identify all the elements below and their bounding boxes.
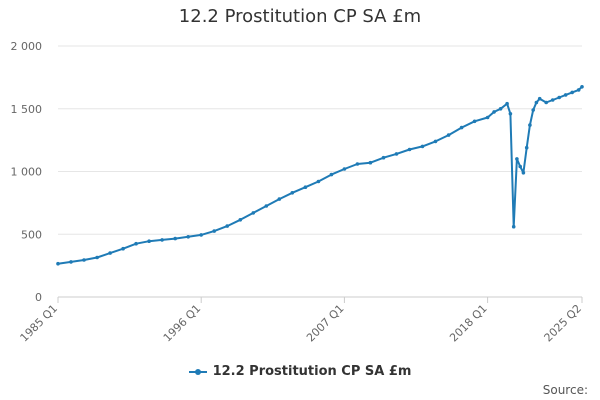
data-point[interactable] [329,172,334,177]
y-gridlines [58,45,582,235]
data-point[interactable] [82,258,86,262]
data-point[interactable] [368,160,373,165]
x-tick-label: 2018 Q1 [447,302,490,345]
y-axis-tick-labels: 0 500 1 000 1 500 2 000 [11,40,43,304]
data-point[interactable] [570,90,574,95]
data-point[interactable] [95,255,99,260]
data-point[interactable] [251,211,256,215]
data-point[interactable] [238,218,243,222]
data-point[interactable] [528,123,532,127]
x-axis-ticks: 1985 Q1 1996 Q1 2007 Q1 2018 Q1 2025 Q2 [18,297,585,345]
y-tick-label: 2 000 [11,40,43,53]
data-point[interactable] [173,236,177,241]
data-point[interactable] [508,112,513,116]
data-point[interactable] [290,191,295,195]
data-point[interactable] [511,224,516,229]
data-point[interactable] [537,96,542,101]
data-point[interactable] [381,155,386,160]
data-point[interactable] [147,239,151,243]
data-point[interactable] [576,88,581,92]
data-point[interactable] [531,108,535,112]
data-point[interactable] [544,100,548,105]
y-tick-label: 1 000 [11,166,43,179]
data-point[interactable] [557,95,561,100]
data-point[interactable] [550,98,555,102]
x-tick-label: 1996 Q1 [161,302,204,345]
data-point[interactable] [492,110,496,114]
data-point[interactable] [355,162,360,166]
data-point[interactable] [69,260,73,264]
data-point[interactable] [56,261,60,266]
chart-title: 12.2 Prostitution CP SA £m [178,6,422,27]
x-tick-label: 2025 Q2 [542,302,585,345]
data-point[interactable] [563,93,568,97]
data-point[interactable] [394,152,399,156]
legend-label: 12.2 Prostitution CP SA £m [212,364,412,379]
data-point[interactable] [515,157,519,161]
data-point[interactable] [485,115,490,120]
data-point[interactable] [420,144,425,149]
x-tick-label: 2007 Q1 [304,302,347,345]
legend-line-marker-icon [188,367,207,377]
data-point[interactable] [505,101,509,106]
data-point[interactable] [580,85,584,89]
y-tick-label: 500 [21,228,42,241]
legend-item-series[interactable]: 12.2 Prostitution CP SA £m [188,364,412,379]
data-point[interactable] [186,235,190,239]
data-point[interactable] [498,107,503,111]
series-line [57,86,583,265]
data-point[interactable] [518,164,522,169]
y-tick-label: 1 500 [11,103,43,116]
data-point[interactable] [277,197,282,201]
data-point[interactable] [433,139,438,144]
series-points [56,85,584,266]
data-point[interactable] [108,251,112,255]
data-point[interactable] [212,229,216,233]
data-point[interactable] [459,125,464,130]
data-point[interactable] [446,133,451,137]
data-point[interactable] [524,145,529,150]
data-point[interactable] [407,147,412,152]
data-point[interactable] [303,185,308,189]
x-tick-label: 1985 Q1 [18,302,61,345]
data-point[interactable] [342,167,347,171]
y-tick-label: 0 [35,291,42,304]
legend: 12.2 Prostitution CP SA £m [0,364,600,381]
data-point[interactable] [160,238,164,242]
data-point[interactable] [472,119,477,124]
data-point[interactable] [534,100,539,105]
source-label: Source: [542,383,588,397]
data-point[interactable] [264,204,269,208]
data-point[interactable] [199,233,203,237]
data-point[interactable] [121,246,125,251]
data-point[interactable] [316,179,321,184]
data-point[interactable] [134,241,138,246]
data-point[interactable] [521,171,526,175]
data-point[interactable] [225,224,229,228]
